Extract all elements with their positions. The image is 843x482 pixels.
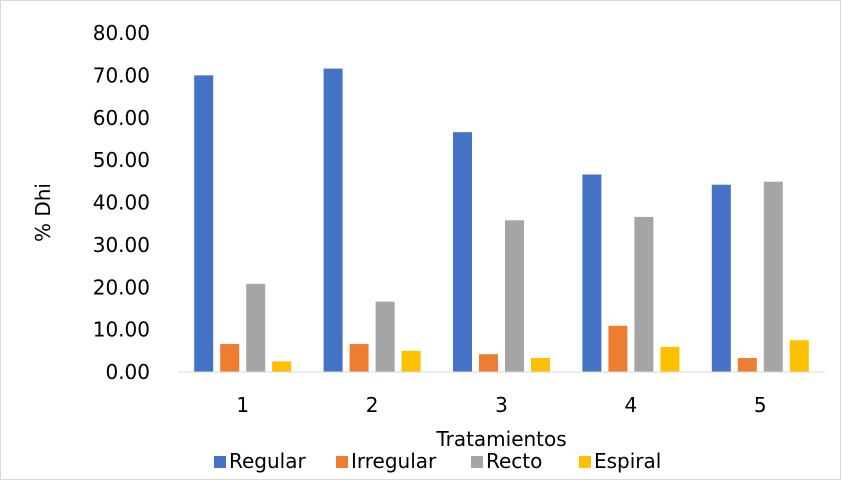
legend-swatch-irregular	[336, 456, 348, 468]
y-tick-label: 60.00	[93, 106, 150, 130]
bar-irregular-4	[608, 325, 628, 372]
legend-swatch-regular	[214, 456, 226, 468]
y-tick-label: 50.00	[93, 148, 150, 172]
legend-label-espiral: Espiral	[594, 449, 661, 473]
bar-recto-1	[246, 283, 266, 372]
y-axis-ticks: 0.00 10.00 20.00 30.00 40.00 50.00 60.00 70.00 8…	[93, 21, 150, 384]
bar-espiral-3	[531, 358, 550, 372]
y-axis-title: % Dhi	[31, 183, 55, 242]
y-tick-label: 70.00	[93, 63, 150, 87]
legend-swatch-recto	[471, 456, 483, 468]
legend: Regular Irregular Recto Espiral	[214, 449, 661, 473]
x-tick-label: 5	[754, 393, 767, 417]
x-tick-label: 2	[366, 393, 379, 417]
bar-irregular-1	[220, 344, 240, 372]
bar-recto-4	[634, 216, 654, 372]
y-tick-label: 40.00	[93, 191, 150, 215]
legend-label-regular: Regular	[229, 449, 306, 473]
x-tick-label: 3	[495, 393, 508, 417]
bar-regular-2	[323, 68, 343, 372]
bar-regular-3	[453, 132, 472, 372]
bar-recto-5	[763, 181, 783, 372]
legend-label-irregular: Irregular	[351, 449, 437, 473]
x-axis-ticks: 1 2 3 4 5	[236, 393, 766, 417]
x-axis-title: Tratamientos	[435, 427, 566, 451]
y-tick-label: 0.00	[105, 360, 150, 384]
bar-recto-2	[375, 301, 395, 372]
y-tick-label: 10.00	[93, 318, 150, 342]
bar-regular-4	[582, 174, 602, 372]
y-tick-label: 20.00	[93, 275, 150, 299]
bar-irregular-2	[349, 344, 369, 372]
y-tick-label: 80.00	[93, 21, 150, 45]
bar-espiral-2	[401, 350, 421, 372]
x-tick-label: 1	[236, 393, 249, 417]
bar-regular-1	[194, 75, 214, 372]
bar-espiral-4	[660, 346, 680, 372]
legend-swatch-espiral	[579, 456, 591, 468]
x-tick-label: 4	[625, 393, 638, 417]
y-tick-label: 30.00	[93, 233, 150, 257]
bar-regular-5	[711, 184, 731, 372]
legend-label-recto: Recto	[486, 449, 542, 473]
bar-espiral-1	[272, 361, 292, 372]
bars	[194, 68, 809, 372]
bar-irregular-3	[479, 354, 498, 372]
bar-irregular-5	[737, 358, 757, 372]
bar-espiral-5	[789, 340, 809, 372]
bar-recto-3	[505, 220, 524, 372]
